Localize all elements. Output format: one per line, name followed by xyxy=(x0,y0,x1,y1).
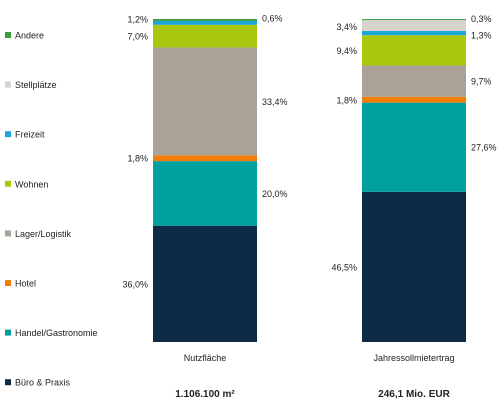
data-label-handel-gastronomie-1: 20,0% xyxy=(262,189,288,199)
bar-segment-freizeit-2 xyxy=(362,30,466,36)
legend-item-stellplaetze: Stellplätze xyxy=(15,80,57,90)
bar-segment-handel-gastronomie-1 xyxy=(153,161,257,226)
data-label-lager-logistik-1: 33,4% xyxy=(262,97,288,107)
legend-item-freizeit: Freizeit xyxy=(15,130,45,140)
bar-segment-lager-logistik-1 xyxy=(153,47,257,156)
category-total-1: 1.106.100 m² xyxy=(175,389,235,400)
data-label-andere-1: 0,6% xyxy=(262,13,283,23)
legend: Andere Stellplätze Freizeit Wohnen Lager/Log… xyxy=(5,31,98,388)
legend-swatch-lager-logistik xyxy=(5,230,11,237)
data-label-hotel-1: 1,8% xyxy=(127,154,148,164)
data-label-buero-praxis-2: 46,5% xyxy=(331,262,357,272)
bar-segment-hotel-2 xyxy=(362,96,466,103)
legend-item-andere: Andere xyxy=(15,31,44,41)
bar-segment-freizeit-1 xyxy=(153,20,257,25)
legend-swatch-freizeit xyxy=(5,131,11,138)
legend-swatch-stellplaetze xyxy=(5,81,11,88)
legend-swatch-andere xyxy=(5,32,11,38)
legend-item-wohnen: Wohnen xyxy=(15,179,48,189)
bar-segment-andere-1 xyxy=(153,19,257,21)
legend-item-buero-praxis: Büro & Praxis xyxy=(15,378,71,388)
bar-segment-stellplaetze-2 xyxy=(362,19,466,31)
bar-segment-andere-2 xyxy=(362,19,466,20)
data-label-lager-logistik-2: 9,7% xyxy=(471,77,492,87)
data-label-freizeit-1: 1,2% xyxy=(127,14,148,24)
legend-item-hotel: Hotel xyxy=(15,279,36,289)
legend-swatch-handel-gastronomie xyxy=(5,329,11,336)
legend-item-handel-gastronomie: Handel/Gastronomie xyxy=(15,328,98,338)
bar-segment-buero-praxis-2 xyxy=(362,191,466,342)
bars xyxy=(153,19,466,342)
bar-segment-wohnen-2 xyxy=(362,35,466,66)
data-label-wohnen-2: 9,4% xyxy=(336,46,357,56)
bar-segment-wohnen-1 xyxy=(153,24,257,48)
legend-swatch-wohnen xyxy=(5,180,11,187)
data-label-buero-praxis-1: 36,0% xyxy=(122,279,148,289)
data-label-wohnen-1: 7,0% xyxy=(127,32,148,42)
bar-segment-lager-logistik-2 xyxy=(362,65,466,97)
data-label-freizeit-2: 1,3% xyxy=(471,31,492,41)
bar-segment-handel-gastronomie-2 xyxy=(362,102,466,192)
data-label-stellplaetze-2: 3,4% xyxy=(336,22,357,32)
category-label-2: Jahressollmietertrag xyxy=(373,353,454,363)
bar-segment-hotel-1 xyxy=(153,155,257,162)
x-axis: Nutzfläche 1.106.100 m² Jahressollmietertr… xyxy=(175,353,454,400)
data-labels: 36,0% 20,0% 1,8% 33,4% 7,0% 1,2% 0,6% 46,5% 27,6… xyxy=(122,13,496,289)
data-label-hotel-2: 1,8% xyxy=(336,95,357,105)
category-total-2: 246,1 Mio. EUR xyxy=(378,389,450,400)
legend-swatch-hotel xyxy=(5,280,11,286)
legend-swatch-buero-praxis xyxy=(5,379,11,386)
category-label-1: Nutzfläche xyxy=(184,353,227,363)
bar-segment-buero-praxis-1 xyxy=(153,225,257,342)
data-label-handel-gastronomie-2: 27,6% xyxy=(471,143,497,153)
legend-item-lager-logistik: Lager/Logistik xyxy=(15,229,72,239)
data-label-andere-2: 0,3% xyxy=(471,14,492,24)
